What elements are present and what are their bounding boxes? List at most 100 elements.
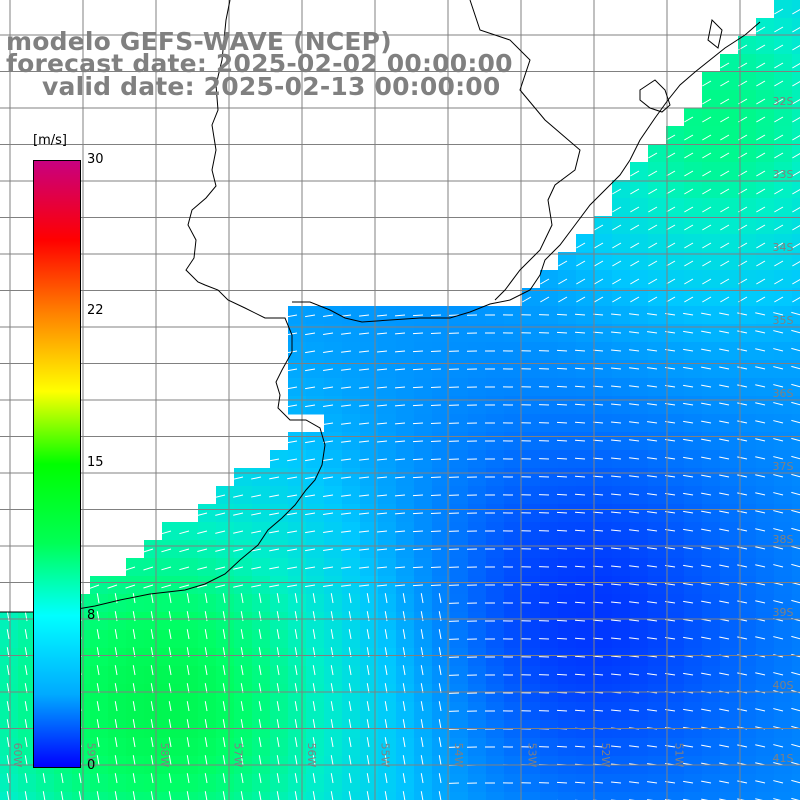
wind-arrow <box>394 476 406 479</box>
wind-arrow <box>737 438 748 442</box>
wind-speed-cell <box>216 522 235 541</box>
wind-speed-cell <box>594 234 613 253</box>
wind-speed-cell <box>576 378 595 397</box>
wind-speed-cell <box>666 180 685 199</box>
wind-speed-cell <box>738 90 757 109</box>
wind-speed-cell <box>288 522 307 541</box>
wind-arrow <box>305 494 316 498</box>
wind-arrow <box>132 701 136 712</box>
wind-speed-cell <box>288 684 307 703</box>
wind-speed-cell <box>450 648 469 667</box>
title-valid-date: valid date: 2025-02-13 00:00:00 <box>42 72 501 101</box>
wind-speed-cell <box>756 486 775 505</box>
wind-arrow <box>756 206 766 213</box>
wind-speed-cell <box>774 18 793 37</box>
lat-label: 34S <box>773 241 794 254</box>
wind-speed-cell <box>720 684 739 703</box>
wind-arrow <box>359 314 370 317</box>
wind-speed-cell <box>738 432 757 451</box>
wind-arrow <box>240 737 244 748</box>
wind-speed-cell <box>432 360 451 379</box>
wind-speed-cell <box>648 792 667 800</box>
wind-speed-cell <box>432 738 451 757</box>
wind-arrow <box>612 278 622 285</box>
wind-arrow <box>574 511 586 514</box>
wind-arrow <box>701 384 712 388</box>
wind-arrow <box>592 619 604 622</box>
wind-arrow <box>359 368 370 371</box>
wind-speed-cell <box>162 684 181 703</box>
wind-speed-cell <box>792 684 800 703</box>
wind-speed-cell <box>774 666 793 685</box>
wind-speed-cell <box>756 450 775 469</box>
wind-arrow <box>60 791 64 800</box>
wind-speed-cell <box>756 792 775 800</box>
wind-speed-cell <box>702 684 721 703</box>
wind-arrow <box>60 773 64 784</box>
lat-label: 39S <box>773 606 794 619</box>
wind-arrow <box>6 683 10 694</box>
wind-speed-cell <box>522 630 541 649</box>
wind-arrow <box>348 683 352 694</box>
wind-speed-cell <box>504 648 523 667</box>
wind-speed-cell <box>738 360 757 379</box>
wind-speed-cell <box>504 342 523 361</box>
wind-arrow <box>341 566 352 569</box>
wind-speed-cell <box>648 360 667 379</box>
wind-arrow <box>359 476 370 479</box>
wind-arrow <box>773 744 784 748</box>
wind-speed-cell <box>306 324 325 343</box>
wind-arrow <box>376 494 388 497</box>
wind-arrow <box>359 548 370 551</box>
wind-speed-cell <box>774 558 793 577</box>
wind-arrow <box>197 512 208 517</box>
wind-arrow <box>420 683 424 694</box>
wind-speed-cell <box>180 558 199 577</box>
wind-speed-cell <box>198 774 217 793</box>
wind-speed-cell <box>630 342 649 361</box>
wind-arrow <box>720 242 730 249</box>
wind-speed-cell <box>720 342 739 361</box>
wind-speed-cell <box>594 522 613 541</box>
wind-speed-cell <box>756 558 775 577</box>
wind-arrow <box>323 476 334 479</box>
wind-arrow <box>719 600 730 604</box>
wind-speed-cell <box>144 738 163 757</box>
wind-speed-cell <box>792 54 800 73</box>
wind-speed-cell <box>180 684 199 703</box>
wind-speed-cell <box>522 792 541 800</box>
wind-arrow <box>402 773 406 784</box>
wind-speed-cell <box>504 504 523 523</box>
wind-arrow <box>611 709 622 712</box>
wind-arrow <box>394 548 406 551</box>
wind-speed-cell <box>396 558 415 577</box>
wind-speed-cell <box>342 666 361 685</box>
wind-speed-cell <box>450 702 469 721</box>
wind-speed-cell <box>450 414 469 433</box>
wind-arrow <box>161 566 172 571</box>
wind-arrow <box>592 565 604 568</box>
wind-speed-cell <box>684 540 703 559</box>
lon-label: 54W <box>452 743 465 768</box>
wind-speed-cell <box>360 666 379 685</box>
wind-speed-cell <box>612 486 631 505</box>
wind-arrow <box>647 745 658 748</box>
wind-speed-cell <box>144 792 163 800</box>
wind-speed-cell <box>648 612 667 631</box>
wind-speed-cell <box>324 648 343 667</box>
wind-speed-cell <box>774 252 793 271</box>
wind-arrow <box>701 438 712 442</box>
wind-arrow <box>204 701 208 712</box>
wind-speed-cell <box>450 522 469 541</box>
wind-speed-cell <box>684 486 703 505</box>
wind-speed-cell <box>792 360 800 379</box>
wind-speed-cell <box>630 180 649 199</box>
wind-speed-cell <box>414 450 433 469</box>
wind-arrow <box>574 673 586 676</box>
wind-arrow <box>756 80 766 87</box>
wind-arrow <box>630 170 640 177</box>
wind-speed-cell <box>738 162 757 181</box>
wind-arrow <box>647 547 658 550</box>
wind-arrow <box>96 629 100 640</box>
wind-arrow <box>719 744 730 748</box>
